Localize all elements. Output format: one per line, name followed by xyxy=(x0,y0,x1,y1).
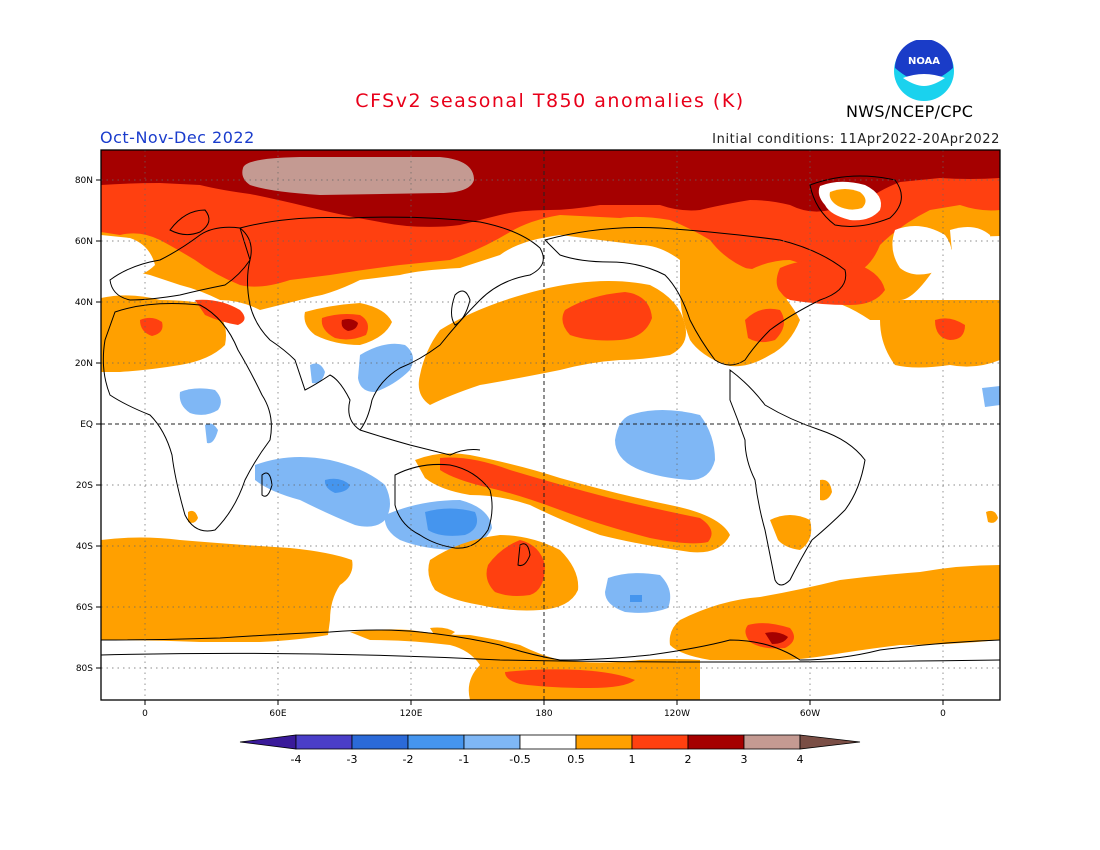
southern-ocean-orange xyxy=(101,537,353,642)
legend-tick-m2: -2 xyxy=(403,753,414,766)
map-title: CFSv2 seasonal T850 anomalies (K) xyxy=(355,90,745,112)
north-america-coast xyxy=(544,227,847,366)
legend-tick-2: 2 xyxy=(685,753,692,766)
tropical-pacific-blue xyxy=(615,410,715,480)
lat-label-eq: EQ xyxy=(80,420,93,430)
indian-ocean-blue xyxy=(255,456,390,527)
africa-blue xyxy=(179,388,221,415)
legend-swatch-05-1 xyxy=(575,734,633,750)
lat-label-20s: 20S xyxy=(76,481,93,491)
australia-coast xyxy=(394,464,493,549)
asia-coast xyxy=(239,216,544,431)
southern-pacific-blue xyxy=(605,573,671,613)
graticule xyxy=(101,150,1000,700)
noaa-logo-text: NOAA xyxy=(908,56,940,67)
season-label: Oct-Nov-Dec 2022 xyxy=(100,128,255,147)
africa-coast xyxy=(102,303,272,532)
noaa-logo: NOAA xyxy=(894,40,954,101)
legend-swatch-1-05 xyxy=(463,734,521,750)
legend-colorbar xyxy=(239,734,861,750)
lat-label-80s: 80S xyxy=(76,664,93,674)
south-america-coast xyxy=(729,368,866,586)
lon-label-0-east: 0 xyxy=(940,709,946,719)
coastlines xyxy=(101,175,1000,663)
south-pacific-red-band xyxy=(440,457,712,544)
legend-swatch-below-4 xyxy=(239,734,297,750)
legend-swatch-3-4 xyxy=(743,734,801,750)
antarctic-red xyxy=(505,669,635,688)
legend-swatch-neutral xyxy=(519,734,577,750)
axis-ticks xyxy=(96,179,944,705)
indochina-blue xyxy=(358,343,414,392)
legend-tick-3: 3 xyxy=(741,753,748,766)
arctic-tan-patch xyxy=(242,157,474,195)
legend-swatch-2-3 xyxy=(687,734,745,750)
legend-swatch-above-4 xyxy=(799,734,861,750)
north-pacific-red xyxy=(562,292,652,341)
lat-label-60n: 60N xyxy=(75,237,93,247)
equator-dateline xyxy=(101,150,1000,700)
agency-label: NWS/NCEP/CPC xyxy=(846,102,974,121)
tibet-dark-red xyxy=(341,319,358,331)
legend-swatch-4-3 xyxy=(295,734,353,750)
lon-label-120w: 120W xyxy=(664,709,690,719)
legend-tick-m05: -0.5 xyxy=(509,753,530,766)
legend-tick-05: 0.5 xyxy=(567,753,585,766)
legend-tick-m4: -4 xyxy=(291,753,302,766)
lat-label-40s: 40S xyxy=(76,542,93,552)
lon-label-180: 180 xyxy=(535,709,552,719)
map-frame xyxy=(100,149,1001,701)
legend-tick-m1: -1 xyxy=(459,753,470,766)
new-zealand-red xyxy=(486,540,545,596)
legend-tick-m3: -3 xyxy=(347,753,358,766)
legend-swatch-3-2 xyxy=(351,734,409,750)
lat-label-20n: 20N xyxy=(75,359,93,369)
legend-tick-4: 4 xyxy=(797,753,804,766)
legend-swatch-2-1 xyxy=(407,734,465,750)
antarctica-coast xyxy=(101,629,1000,661)
lon-label-120e: 120E xyxy=(400,709,423,719)
lon-label-60e: 60E xyxy=(269,709,286,719)
initial-conditions-label: Initial conditions: 11Apr2022-20Apr2022 xyxy=(712,132,1000,147)
legend-swatch-1-2 xyxy=(631,734,689,750)
lat-label-40n: 40N xyxy=(75,298,93,308)
lon-label-0-west: 0 xyxy=(142,709,148,719)
legend-tick-1: 1 xyxy=(629,753,636,766)
lon-label-60w: 60W xyxy=(800,709,820,719)
north-atlantic-red xyxy=(776,259,885,305)
lat-label-60s: 60S xyxy=(76,603,93,613)
lat-label-80n: 80N xyxy=(75,176,93,186)
anomaly-fields xyxy=(101,150,1000,700)
